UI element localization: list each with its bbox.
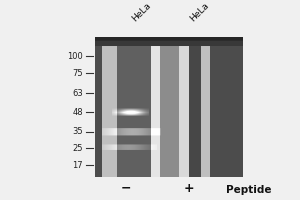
Text: 63: 63 — [72, 89, 83, 98]
Text: −: − — [121, 182, 131, 195]
Text: Peptide: Peptide — [226, 185, 272, 195]
Text: 35: 35 — [72, 127, 83, 136]
Text: HeLa: HeLa — [188, 1, 211, 24]
Text: 48: 48 — [72, 108, 83, 117]
Text: +: + — [184, 182, 194, 195]
Text: 17: 17 — [72, 161, 83, 170]
Text: HeLa: HeLa — [130, 1, 153, 24]
Text: 25: 25 — [72, 144, 83, 153]
Text: 100: 100 — [67, 52, 83, 61]
Text: 75: 75 — [72, 69, 83, 78]
